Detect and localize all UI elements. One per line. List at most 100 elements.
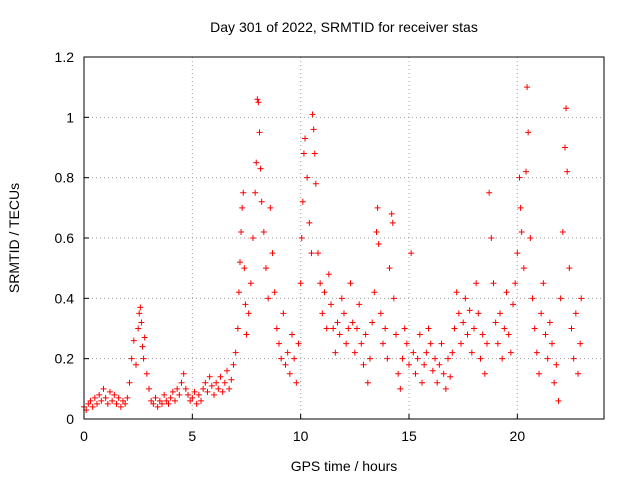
data-point (141, 334, 148, 341)
data-point (551, 379, 558, 386)
data-point (371, 289, 378, 296)
data-point (397, 385, 404, 392)
data-point (148, 397, 155, 404)
data-point (338, 295, 345, 302)
data-point (388, 210, 395, 217)
data-point (195, 391, 202, 398)
data-point (414, 355, 421, 362)
data-point (345, 325, 352, 332)
x-tick-label: 20 (510, 428, 526, 444)
data-point (298, 235, 305, 241)
data-point (555, 397, 562, 404)
data-point (278, 355, 285, 362)
data-point (143, 370, 150, 377)
data-point (325, 271, 332, 278)
data-point (113, 400, 120, 407)
data-point (356, 301, 363, 308)
data-point (260, 228, 267, 235)
data-point (501, 325, 508, 332)
data-point (191, 388, 198, 395)
data-point (269, 250, 276, 257)
data-point (438, 340, 445, 347)
data-point (254, 96, 261, 103)
data-point (221, 379, 228, 386)
data-point (256, 129, 263, 136)
data-point (399, 355, 406, 362)
data-point (172, 397, 178, 404)
data-point (458, 340, 464, 347)
data-point (237, 259, 243, 266)
data-point (425, 325, 432, 332)
data-point (351, 349, 358, 356)
y-tick-label: 0.4 (55, 290, 75, 306)
data-point (572, 310, 579, 317)
data-point (568, 325, 575, 332)
data-point (468, 349, 475, 356)
data-point (193, 400, 200, 407)
x-axis-label: GPS time / hours (291, 458, 398, 474)
data-point (538, 310, 545, 317)
data-point (317, 280, 324, 287)
data-point (323, 325, 330, 332)
data-point (497, 310, 503, 317)
data-point (135, 325, 142, 332)
data-point (257, 165, 264, 172)
data-point (479, 331, 486, 338)
data-point (280, 310, 287, 317)
data-point (138, 319, 145, 326)
data-point (319, 310, 326, 317)
data-point (85, 400, 92, 407)
data-point (540, 280, 547, 287)
data-point (265, 295, 272, 302)
data-point (390, 295, 397, 302)
data-point (520, 265, 527, 272)
data-point (89, 403, 96, 410)
data-point (421, 361, 428, 368)
data-point (488, 235, 495, 241)
data-point (217, 373, 224, 380)
x-tick-label: 10 (293, 428, 309, 444)
data-point (395, 370, 402, 377)
data-point (408, 250, 415, 257)
data-point (238, 228, 245, 235)
data-point (453, 289, 460, 296)
x-tick-label: 15 (401, 428, 417, 444)
data-point (247, 280, 254, 287)
data-point (557, 295, 564, 302)
data-point (503, 289, 510, 296)
data-point (136, 310, 143, 317)
data-point (133, 361, 139, 368)
data-point (206, 373, 213, 380)
data-point (215, 385, 222, 392)
data-point (362, 331, 369, 338)
data-point (563, 105, 570, 112)
data-point (529, 295, 536, 302)
data-point (553, 361, 560, 368)
data-point (163, 397, 170, 404)
data-point (273, 325, 280, 332)
data-point (564, 168, 571, 175)
data-point (302, 135, 308, 142)
data-point (185, 391, 191, 398)
y-tick-label: 0 (66, 411, 74, 427)
data-point (156, 397, 163, 404)
data-point (219, 388, 226, 395)
data-point (477, 355, 484, 362)
data-point (122, 400, 129, 407)
data-point (464, 331, 471, 338)
data-point (297, 280, 304, 287)
data-point (481, 370, 488, 377)
data-point (354, 325, 360, 332)
data-point (523, 168, 529, 175)
data-point (182, 385, 189, 392)
data-point (176, 391, 183, 398)
data-point (546, 319, 553, 326)
data-point (271, 289, 278, 296)
data-point (309, 111, 316, 118)
data-point (235, 289, 242, 296)
y-tick-label: 0.6 (55, 230, 75, 246)
data-point (375, 241, 382, 248)
data-point (505, 331, 512, 338)
data-point (566, 265, 573, 272)
